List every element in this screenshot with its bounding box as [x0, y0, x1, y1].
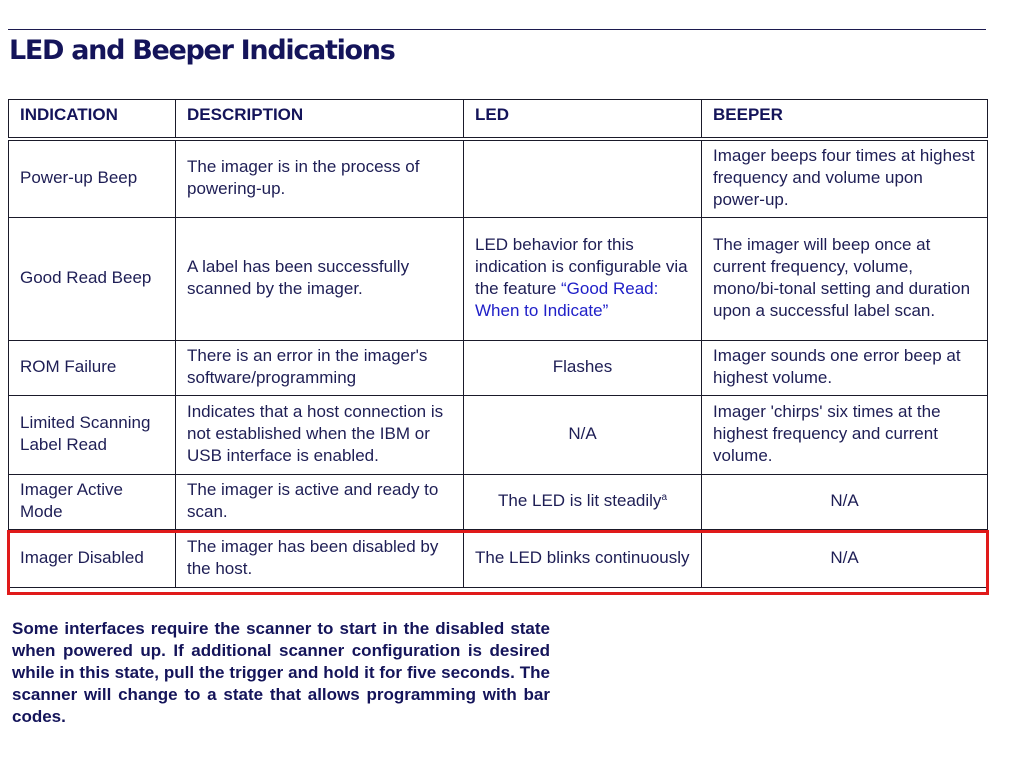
- header-led: LED: [463, 99, 702, 140]
- cell-indication: Limited Scanning Label Read: [8, 394, 176, 475]
- header-beeper: BEEPER: [701, 99, 988, 140]
- cell-indication: Imager Disabled: [8, 528, 176, 588]
- cell-indication: Good Read Beep: [8, 216, 176, 341]
- indications-table: INDICATION DESCRIPTION LED BEEPER Power-…: [8, 99, 988, 588]
- cell-beeper: The imager will beep once at current fre…: [701, 216, 988, 341]
- cell-beeper: Imager 'chirps' six times at the highest…: [701, 394, 988, 475]
- cell-led: The LED blinks continuously: [463, 528, 702, 588]
- led-text: The LED is lit steadily: [497, 491, 662, 510]
- cell-beeper: N/A: [701, 528, 988, 588]
- cell-description: The imager is active and ready to scan.: [175, 473, 464, 530]
- header-description: DESCRIPTION: [175, 99, 464, 140]
- cell-indication: ROM Failure: [8, 339, 176, 396]
- cell-beeper: N/A: [701, 473, 988, 530]
- table-row: Limited Scanning Label Read Indicates th…: [8, 394, 988, 475]
- top-rule: [8, 29, 986, 30]
- cell-description: The imager is in the process of powering…: [175, 138, 464, 218]
- cell-description: There is an error in the imager's softwa…: [175, 339, 464, 396]
- cell-led: [463, 138, 702, 218]
- cell-description: A label has been successfully scanned by…: [175, 216, 464, 341]
- table-row: Good Read Beep A label has been successf…: [8, 216, 988, 341]
- table-row: ROM Failure There is an error in the ima…: [8, 339, 988, 396]
- cell-beeper: Imager beeps four times at highest frequ…: [701, 138, 988, 218]
- cell-led: Flashes: [463, 339, 702, 396]
- footnote-marker: a: [661, 492, 667, 503]
- cell-description: The imager has been disabled by the host…: [175, 528, 464, 588]
- cell-led: N/A: [463, 394, 702, 475]
- cell-led: The LED is lit steadilya: [463, 473, 702, 530]
- table-row: Imager Disabled The imager has been disa…: [8, 528, 988, 588]
- cell-description: Indicates that a host connection is not …: [175, 394, 464, 475]
- note-paragraph: Some interfaces require the scanner to s…: [12, 619, 550, 726]
- good-read-link[interactable]: “Good Read: When to Indicate”: [475, 279, 659, 320]
- table-header-row: INDICATION DESCRIPTION LED BEEPER: [8, 99, 988, 140]
- cell-indication: Power-up Beep: [8, 138, 176, 218]
- cell-led: LED behavior for this indication is conf…: [463, 216, 702, 341]
- table-row: Power-up Beep The imager is in the proce…: [8, 138, 988, 218]
- table-row: Imager Active Mode The imager is active …: [8, 473, 988, 530]
- page-title: LED and Beeper Indications: [9, 35, 396, 66]
- header-indication: INDICATION: [8, 99, 176, 140]
- led-text: LED behavior for this indication is conf…: [475, 235, 688, 298]
- cell-beeper: Imager sounds one error beep at highest …: [701, 339, 988, 396]
- cell-indication: Imager Active Mode: [8, 473, 176, 530]
